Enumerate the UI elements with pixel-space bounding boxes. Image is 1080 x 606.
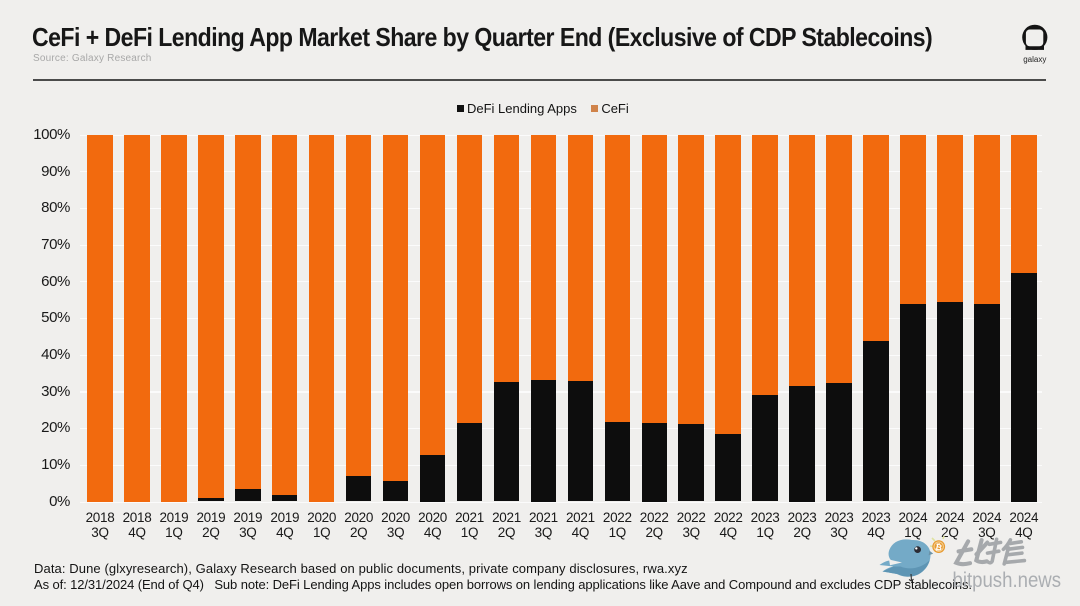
svg-text:bitpush.news: bitpush.news: [953, 568, 1062, 592]
svg-text:₿: ₿: [934, 541, 943, 552]
svg-text:galaxy: galaxy: [1023, 55, 1046, 64]
